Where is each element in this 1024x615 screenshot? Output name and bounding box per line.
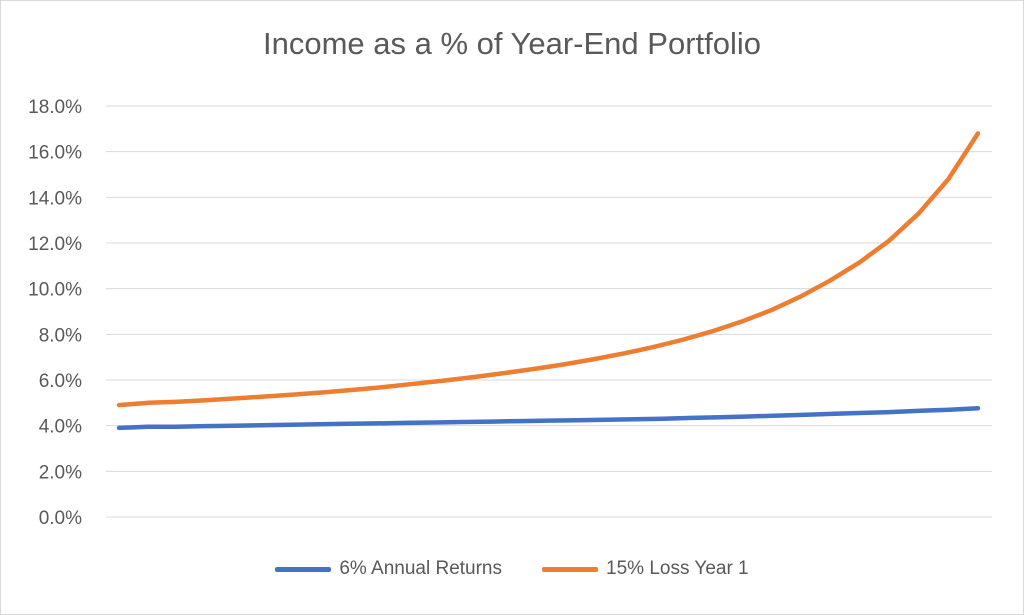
y-tick-label: 18.0% xyxy=(28,97,82,118)
y-tick-label: 12.0% xyxy=(28,234,82,255)
chart-title: Income as a % of Year-End Portfolio xyxy=(262,26,761,61)
series-line-15pct-loss-year-1 xyxy=(116,131,981,408)
legend-item-6pct: 6% Annual Returns xyxy=(275,558,502,580)
legend-swatch-orange xyxy=(542,566,599,572)
legend-swatch-blue xyxy=(275,566,332,572)
y-tick-label: 10.0% xyxy=(28,280,82,301)
y-tick-label: 8.0% xyxy=(39,325,82,346)
series-line-6pct-annual-returns xyxy=(116,406,981,431)
legend-label-6pct: 6% Annual Returns xyxy=(339,558,503,579)
y-tick-label: 0.0% xyxy=(39,508,82,529)
legend-item-15pct: 15% Loss Year 1 xyxy=(542,558,749,580)
y-tick-label: 2.0% xyxy=(39,462,82,483)
chart-legend: 6% Annual Returns 15% Loss Year 1 xyxy=(0,558,1024,580)
y-tick-label: 4.0% xyxy=(39,417,82,438)
y-tick-label: 6.0% xyxy=(39,371,82,392)
legend-label-15pct: 15% Loss Year 1 xyxy=(606,558,749,579)
y-tick-label: 16.0% xyxy=(28,143,82,164)
y-tick-label: 14.0% xyxy=(28,188,82,209)
